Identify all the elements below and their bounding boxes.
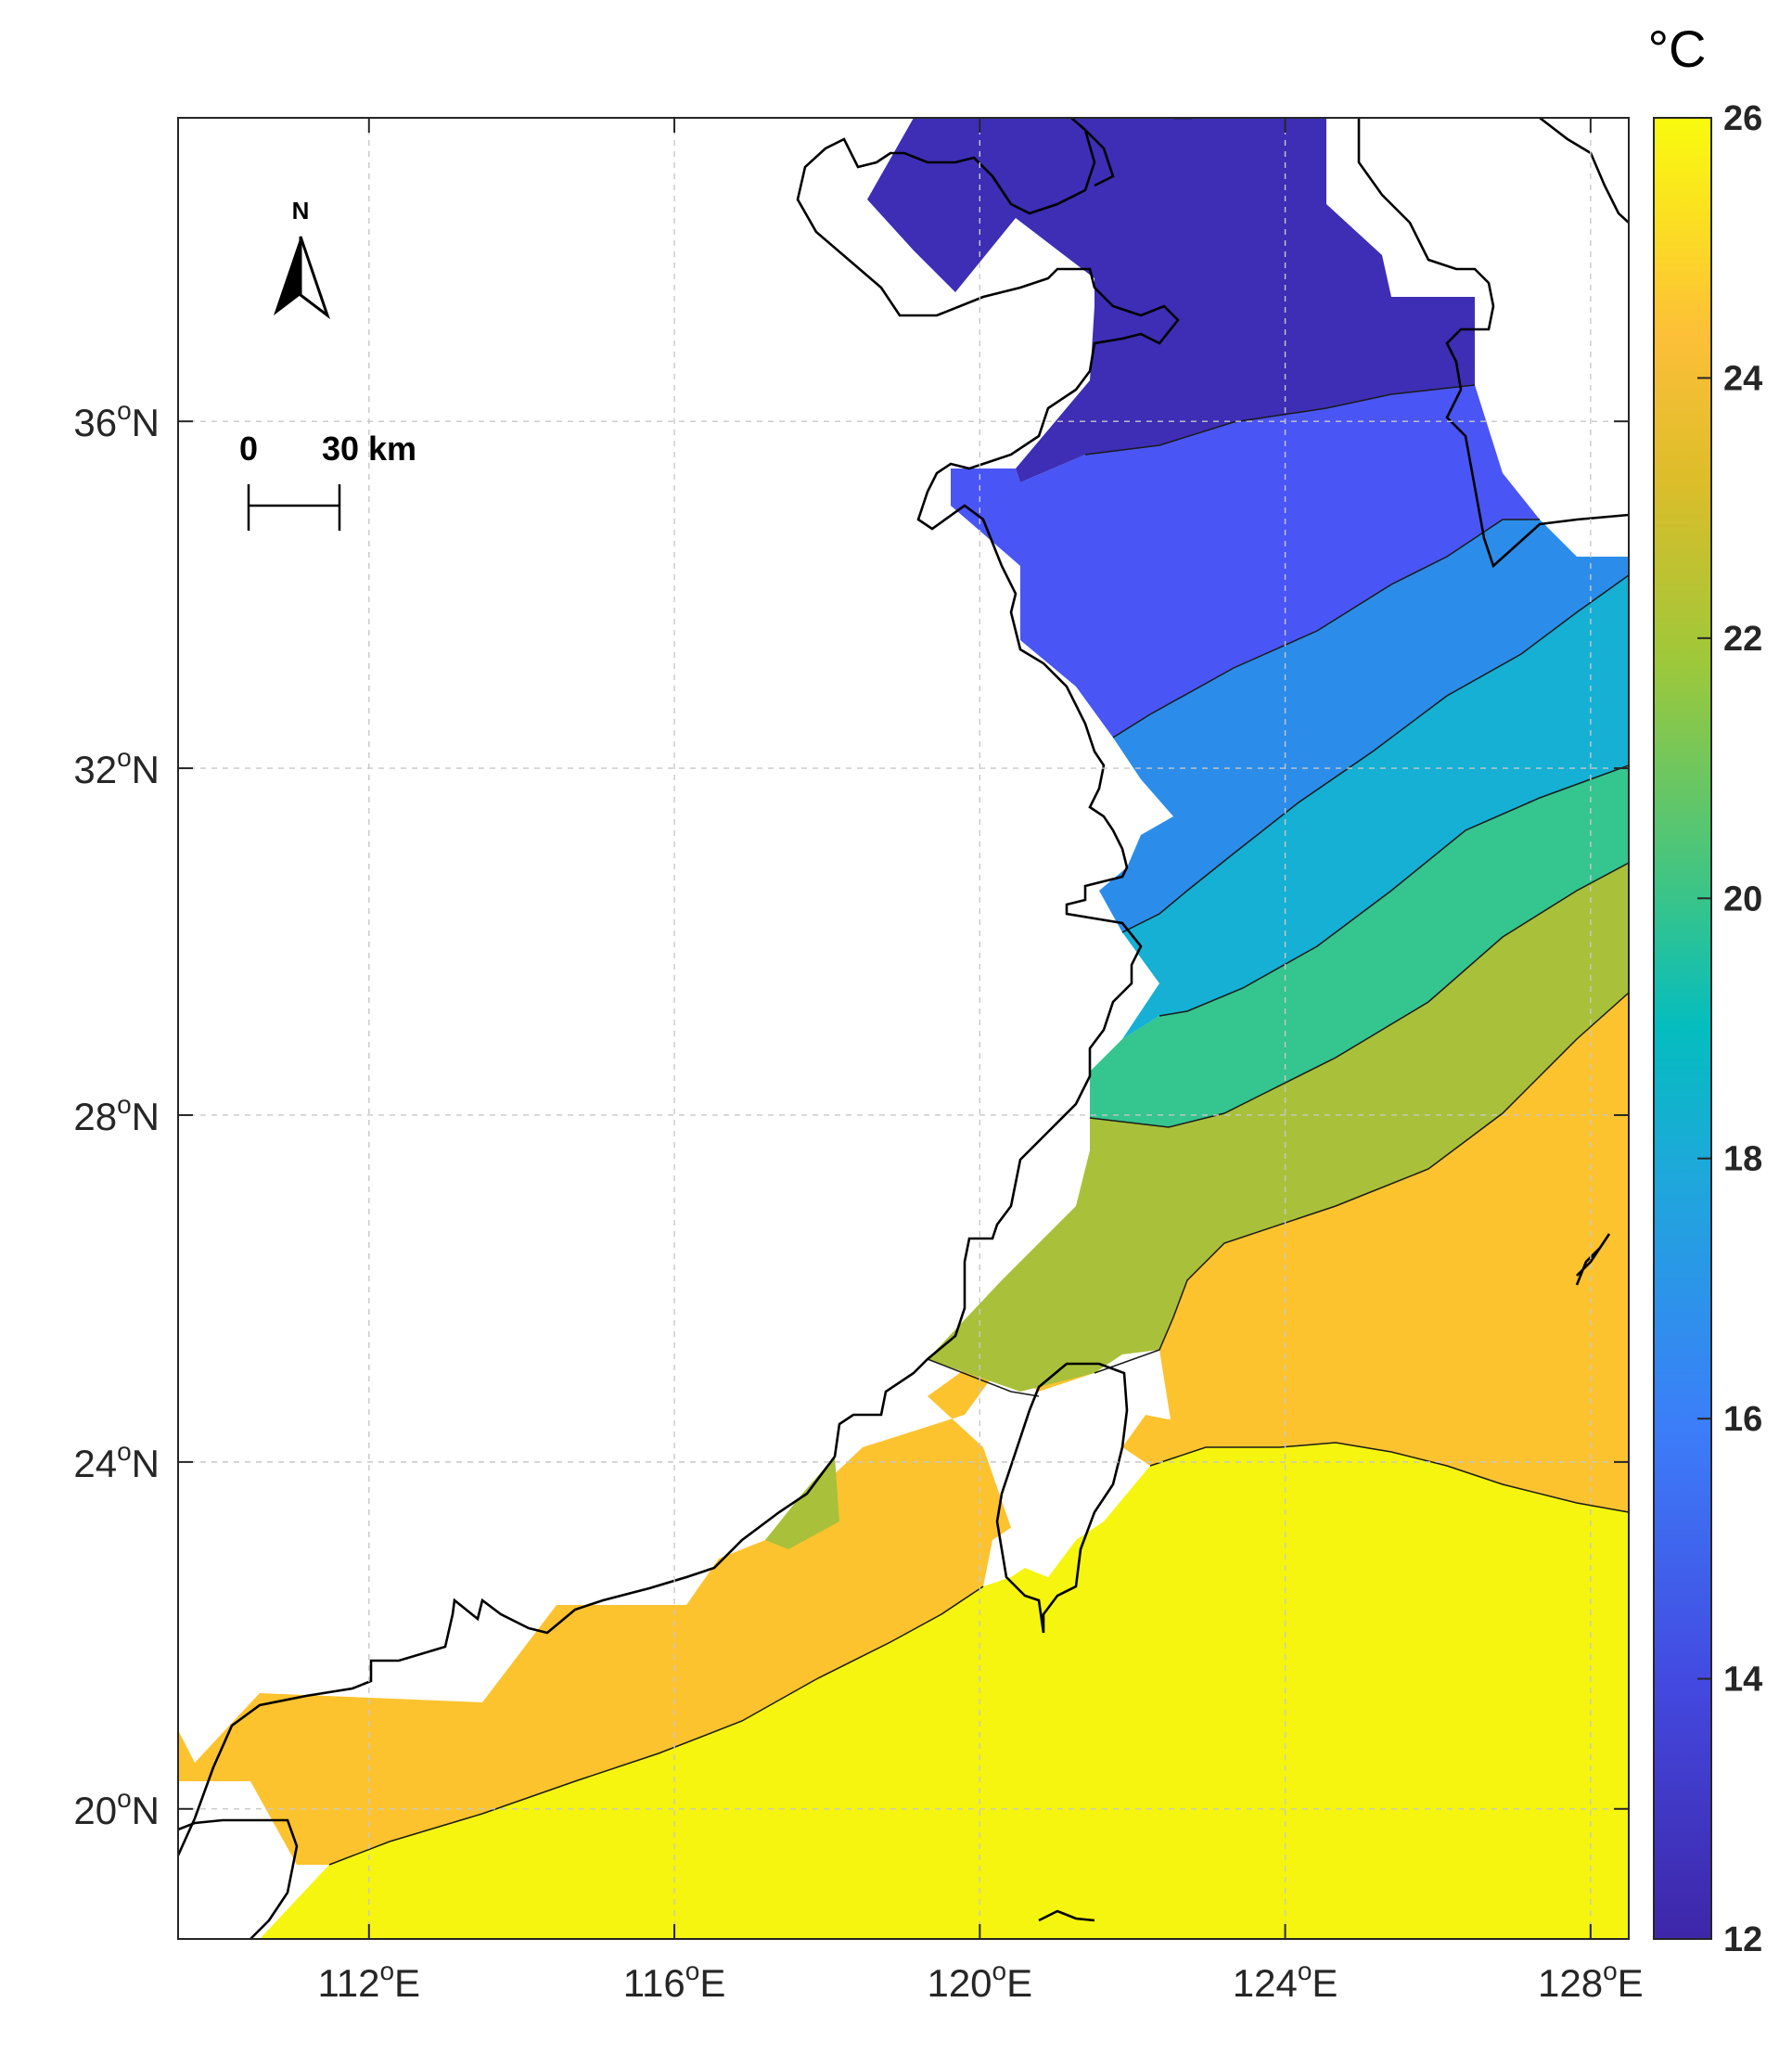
coastline-korea-east <box>1539 118 1629 224</box>
lon-tick-label: 112oE <box>318 1957 421 2005</box>
band-22-24 <box>765 1457 839 1549</box>
band-24-26 <box>178 993 1629 1865</box>
coastline-shandong <box>1084 129 1115 187</box>
plot-frame <box>177 117 1630 1940</box>
lat-tick-label: 24oN <box>73 1437 160 1485</box>
colorbar: 12 14 16 18 20 22 24 26 °C <box>1648 19 1763 1959</box>
coastline-taiwan <box>995 1362 1129 1634</box>
lat-tick-label: 28oN <box>73 1090 160 1138</box>
colorbar-tick-label: 12 <box>1723 1920 1762 1959</box>
coastline-bottom <box>1038 1909 1095 1922</box>
sst-bands <box>178 118 1629 1939</box>
lon-tick-label: 128oE <box>1538 1957 1644 2005</box>
colorbar-tick-label: 18 <box>1723 1140 1762 1179</box>
lat-tick-label: 20oN <box>73 1784 160 1832</box>
colorbar-tick-label: 24 <box>1723 359 1762 398</box>
band-22-24-b <box>928 863 1629 1392</box>
lon-tick-label: 116oE <box>623 1957 726 2005</box>
north-arrow-label: N <box>292 197 310 225</box>
colorbar-unit-label: °C <box>1648 19 1707 78</box>
band-12-14-b <box>1030 118 1326 204</box>
band-26 <box>260 1443 1629 1939</box>
lat-tick-label: 36oN <box>73 396 160 444</box>
colorbar-tick-label: 26 <box>1723 99 1762 138</box>
band-18-20 <box>1122 575 1629 1039</box>
band-20-22 <box>1090 765 1629 1127</box>
colorbar-tick-label: 20 <box>1723 879 1762 918</box>
coastline-ryukyu <box>1575 1233 1611 1286</box>
lat-tick-label: 32oN <box>73 743 160 791</box>
contour-lines <box>328 384 1629 1866</box>
grid <box>178 118 1629 1939</box>
scale-bar-end-label: 30 km <box>322 430 416 468</box>
colorbar-ticks: 12 14 16 18 20 22 24 26 <box>1697 99 1762 1959</box>
band-16-18 <box>1099 520 1629 932</box>
coastline-korea <box>1357 118 1629 569</box>
colorbar-tick-label: 22 <box>1723 620 1762 659</box>
lon-tick-label: 120oE <box>927 1957 1032 2005</box>
scale-bar-start-label: 0 <box>239 430 258 468</box>
scale-bar-icon: 0 30 km <box>239 430 416 531</box>
axis-ticks: 112oE 116oE 120oE 124oE 128oE 36oN 32oN 28oN 24o… <box>73 118 1644 2005</box>
colorbar-tick-label: 14 <box>1723 1661 1762 1700</box>
colorbar-gradient <box>1653 117 1712 1940</box>
colorbar-tick-label: 16 <box>1723 1400 1762 1439</box>
north-arrow-icon: N <box>274 197 331 320</box>
band-14-16 <box>951 385 1540 738</box>
lon-tick-label: 124oE <box>1233 1957 1338 2005</box>
coastline-mainland <box>178 1818 299 1939</box>
